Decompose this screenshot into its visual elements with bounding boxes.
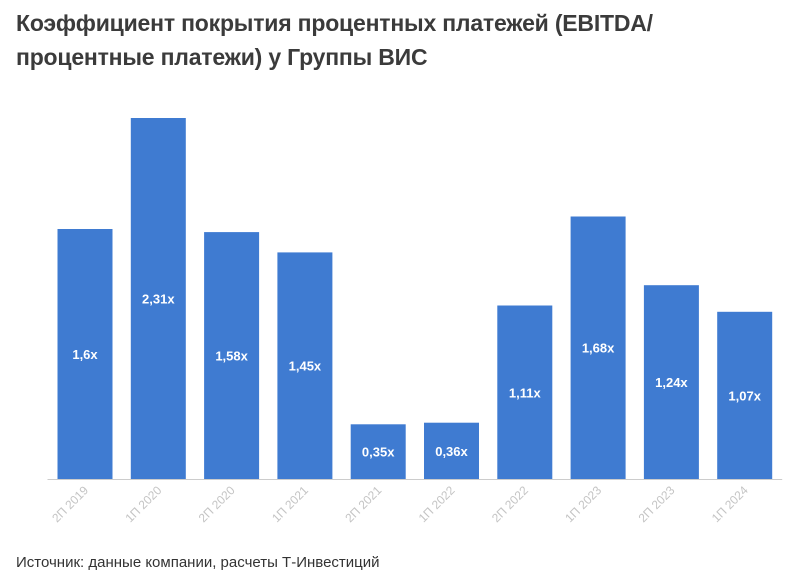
x-tick-label: 2П 2021 xyxy=(342,483,384,525)
bar-2П-2019 xyxy=(57,229,113,479)
x-tick-label: 2П 2020 xyxy=(196,483,238,525)
bar-1П-2023 xyxy=(570,216,626,479)
bar-value-label: 1,07x xyxy=(728,388,761,403)
bar-value-label: 1,58x xyxy=(215,349,248,364)
chart-title: Коэффициент покрытия процентных платежей… xyxy=(16,10,653,70)
bar-2П-2021 xyxy=(350,424,406,479)
bar-value-label: 1,6x xyxy=(72,347,98,362)
bar-2П-2023 xyxy=(643,285,699,479)
bar-value-label: 0,36x xyxy=(435,444,468,459)
bar-1П-2022 xyxy=(424,422,479,479)
x-tick-label: 2П 2023 xyxy=(636,483,678,525)
bar-1П-2021 xyxy=(277,252,333,479)
bar-1П-2020 xyxy=(130,118,186,479)
x-tick-label: 2П 2022 xyxy=(489,483,531,525)
bar-1П-2024 xyxy=(717,311,773,479)
bar-value-label: 2,31x xyxy=(142,292,175,307)
x-tick-label: 1П 2021 xyxy=(269,483,311,525)
bar-2П-2020 xyxy=(204,232,260,479)
x-tick-label: 1П 2024 xyxy=(709,483,751,525)
bar-value-label: 1,68x xyxy=(582,341,615,356)
source-note: Источник: данные компании, расчеты Т-Инв… xyxy=(16,554,380,571)
bar-value-label: 1,24x xyxy=(655,375,688,390)
bars-group xyxy=(57,118,773,479)
bar-value-label: 1,45x xyxy=(289,359,322,374)
bar-2П-2022 xyxy=(497,305,553,479)
x-tick-labels-group: 2П 2019 1П 2020 2П 2020 1П 2021 2П 2021 1П 20… xyxy=(49,483,751,525)
bar-value-label: 0,35x xyxy=(362,445,395,460)
bar-value-label: 1,11x xyxy=(509,385,542,400)
x-tick-label: 1П 2020 xyxy=(122,483,164,525)
bar-labels-group: 1,6x 2,31x 1,58x 1,45x 0,35x 0,36x 1,11x 1,68x 1… xyxy=(72,292,761,460)
x-tick-label: 1П 2023 xyxy=(562,483,604,525)
x-tick-label: 2П 2019 xyxy=(49,483,91,525)
x-tick-label: 1П 2022 xyxy=(416,483,458,525)
